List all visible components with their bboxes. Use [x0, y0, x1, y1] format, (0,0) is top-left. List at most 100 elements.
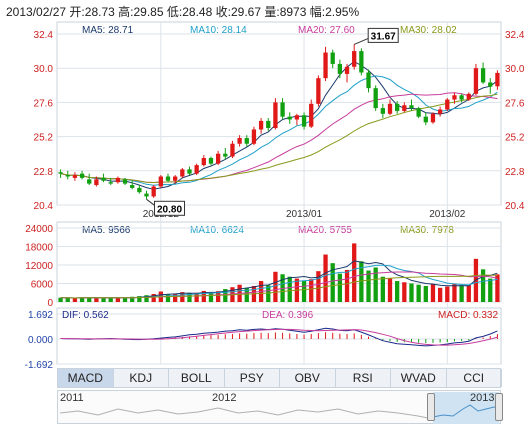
- volume-bar[interactable]: [430, 284, 436, 302]
- candle[interactable]: [366, 72, 371, 89]
- volume-bar[interactable]: [416, 284, 421, 302]
- candle[interactable]: [187, 169, 192, 174]
- navigator-left-handle[interactable]: [427, 393, 435, 421]
- candle[interactable]: [201, 157, 206, 166]
- candle[interactable]: [208, 157, 214, 164]
- candle[interactable]: [316, 78, 321, 104]
- volume-bar[interactable]: [208, 292, 214, 302]
- candle[interactable]: [287, 116, 292, 120]
- candle[interactable]: [416, 108, 421, 117]
- candle[interactable]: [402, 105, 407, 111]
- candle[interactable]: [409, 105, 414, 109]
- candle[interactable]: [273, 102, 278, 129]
- candle[interactable]: [65, 175, 70, 177]
- volume-bar[interactable]: [309, 279, 314, 302]
- volume-bar[interactable]: [115, 297, 121, 302]
- candle[interactable]: [173, 176, 178, 181]
- volume-bar[interactable]: [79, 297, 85, 302]
- volume-bar[interactable]: [301, 281, 307, 302]
- volume-bar[interactable]: [495, 274, 500, 302]
- candle[interactable]: [488, 82, 493, 87]
- candle[interactable]: [258, 120, 264, 130]
- tab-boll[interactable]: BOLL: [169, 369, 225, 387]
- volume-bar[interactable]: [266, 285, 271, 302]
- stock-chart[interactable]: 20.4 20.4 22.8 22.8 25.2 25.2 27.6 27.6 30.0 30.0…: [0, 0, 531, 368]
- candle[interactable]: [215, 153, 221, 164]
- volume-bar[interactable]: [409, 283, 414, 303]
- candle[interactable]: [459, 95, 464, 100]
- candle[interactable]: [480, 68, 486, 83]
- volume-bar[interactable]: [395, 281, 400, 302]
- candle[interactable]: [230, 143, 235, 157]
- volume-bar[interactable]: [359, 261, 364, 302]
- volume-bar[interactable]: [380, 276, 385, 302]
- volume-bar[interactable]: [94, 297, 99, 302]
- candle[interactable]: [237, 138, 242, 144]
- tab-kdj[interactable]: KDJ: [114, 369, 169, 387]
- candle[interactable]: [495, 72, 500, 87]
- volume-bar[interactable]: [373, 267, 378, 302]
- volume-bar[interactable]: [101, 298, 106, 302]
- candle[interactable]: [352, 51, 357, 67]
- tab-cci[interactable]: CCI: [447, 369, 502, 387]
- volume-bar[interactable]: [130, 296, 135, 302]
- volume-bar[interactable]: [344, 269, 350, 302]
- candle[interactable]: [223, 153, 228, 157]
- volume-bar[interactable]: [337, 273, 343, 302]
- volume-bar[interactable]: [402, 282, 407, 302]
- volume-bar[interactable]: [459, 285, 464, 302]
- volume-bar[interactable]: [366, 270, 371, 302]
- volume-bar[interactable]: [330, 263, 335, 302]
- volume-bar[interactable]: [144, 295, 149, 302]
- candle[interactable]: [130, 185, 135, 188]
- volume-bar[interactable]: [151, 293, 156, 302]
- candle[interactable]: [165, 176, 171, 181]
- volume-bar[interactable]: [122, 297, 128, 302]
- volume-bar[interactable]: [173, 293, 178, 302]
- candle[interactable]: [430, 113, 436, 123]
- volume-bar[interactable]: [480, 269, 486, 302]
- volume-bar[interactable]: [352, 243, 357, 302]
- candle[interactable]: [344, 66, 350, 74]
- candle[interactable]: [445, 99, 450, 110]
- volume-bar[interactable]: [58, 297, 63, 302]
- volume-bar[interactable]: [452, 284, 457, 302]
- tab-macd[interactable]: MACD: [58, 369, 114, 387]
- tab-obv[interactable]: OBV: [280, 369, 336, 387]
- volume-bar[interactable]: [194, 292, 199, 302]
- candle[interactable]: [137, 187, 142, 193]
- candle[interactable]: [251, 129, 257, 144]
- volume-bar[interactable]: [65, 297, 70, 302]
- candle[interactable]: [323, 52, 328, 79]
- candle[interactable]: [373, 88, 378, 109]
- candle[interactable]: [294, 115, 300, 120]
- candle[interactable]: [79, 173, 85, 178]
- candle[interactable]: [87, 179, 92, 184]
- volume-bar[interactable]: [466, 284, 471, 302]
- candle[interactable]: [151, 186, 156, 197]
- candle[interactable]: [387, 103, 393, 114]
- volume-bar[interactable]: [244, 287, 249, 302]
- candle[interactable]: [330, 52, 335, 64]
- candle[interactable]: [473, 68, 479, 94]
- volume-bar[interactable]: [108, 297, 113, 302]
- volume-bar[interactable]: [201, 290, 206, 302]
- candle[interactable]: [359, 51, 364, 73]
- tab-psy[interactable]: PSY: [225, 369, 280, 387]
- candle[interactable]: [101, 177, 106, 181]
- candle[interactable]: [466, 93, 471, 100]
- candle[interactable]: [437, 109, 443, 114]
- candle[interactable]: [108, 182, 113, 184]
- tab-wvad[interactable]: WVAD: [391, 369, 447, 387]
- volume-bar[interactable]: [387, 278, 393, 302]
- volume-bar[interactable]: [165, 294, 171, 302]
- volume-bar[interactable]: [273, 271, 278, 302]
- candle[interactable]: [180, 169, 185, 177]
- candle[interactable]: [380, 108, 385, 114]
- candle[interactable]: [58, 172, 63, 174]
- candle[interactable]: [158, 176, 163, 187]
- volume-bar[interactable]: [72, 298, 78, 302]
- volume-bar[interactable]: [215, 291, 221, 302]
- volume-bar[interactable]: [423, 285, 428, 302]
- candle[interactable]: [280, 102, 285, 117]
